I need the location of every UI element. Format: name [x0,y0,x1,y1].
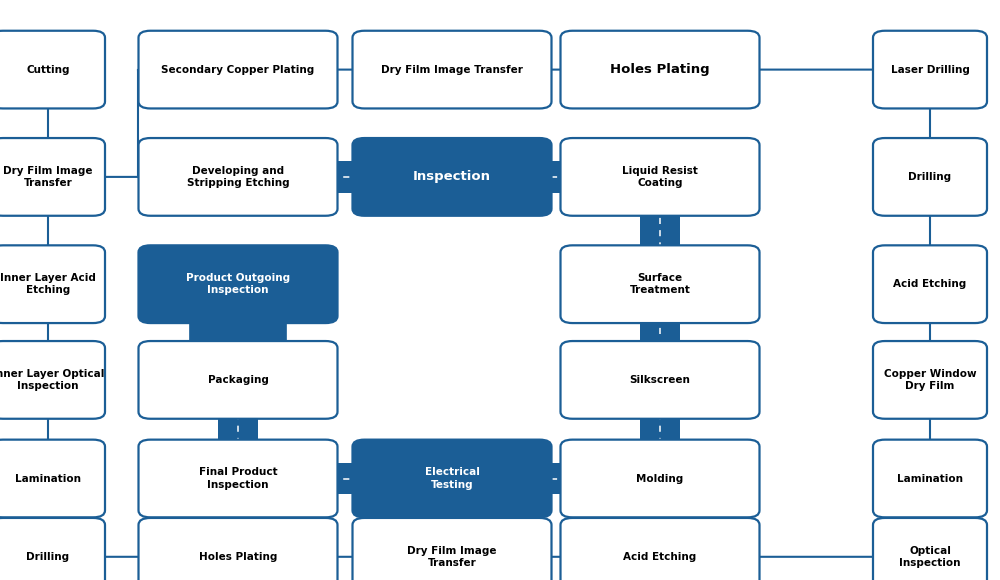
Text: Dry Film Image
Transfer: Dry Film Image Transfer [3,166,93,188]
FancyBboxPatch shape [138,341,337,419]
FancyBboxPatch shape [873,341,987,419]
FancyBboxPatch shape [560,518,760,580]
Text: Laser Drilling: Laser Drilling [891,64,969,75]
FancyBboxPatch shape [873,31,987,108]
FancyBboxPatch shape [0,440,105,517]
Text: Optical
Inspection: Optical Inspection [899,546,961,568]
FancyBboxPatch shape [873,518,987,580]
Text: Electrical
Testing: Electrical Testing [425,467,479,490]
FancyBboxPatch shape [560,440,760,517]
Text: Dry Film Image Transfer: Dry Film Image Transfer [381,64,523,75]
FancyBboxPatch shape [0,138,105,216]
Text: Holes Plating: Holes Plating [610,63,710,76]
Text: Product Outgoing
Inspection: Product Outgoing Inspection [186,273,290,295]
FancyBboxPatch shape [560,341,760,419]
Text: Holes Plating: Holes Plating [199,552,277,562]
Text: Developing and
Stripping Etching: Developing and Stripping Etching [187,166,289,188]
Bar [326,161,748,193]
Text: Molding: Molding [636,473,684,484]
FancyBboxPatch shape [873,440,987,517]
Text: Silkscreen: Silkscreen [630,375,690,385]
FancyBboxPatch shape [0,341,105,419]
Text: Acid Etching: Acid Etching [893,279,967,289]
Text: Inner Layer Optical
Inspection: Inner Layer Optical Inspection [0,369,104,391]
FancyBboxPatch shape [0,245,105,323]
Bar [326,463,748,494]
Text: Copper Window
Dry Film: Copper Window Dry Film [884,369,976,391]
FancyBboxPatch shape [138,518,337,580]
FancyBboxPatch shape [873,138,987,216]
Polygon shape [190,296,286,348]
Text: Surface
Treatment: Surface Treatment [630,273,690,295]
Text: Drilling: Drilling [26,552,70,562]
Text: Packaging: Packaging [208,375,268,385]
Text: Liquid Resist
Coating: Liquid Resist Coating [622,166,698,188]
Text: Secondary Copper Plating: Secondary Copper Plating [161,64,315,75]
Text: Acid Etching: Acid Etching [623,552,697,562]
FancyBboxPatch shape [353,138,552,216]
FancyBboxPatch shape [138,440,337,517]
FancyBboxPatch shape [353,440,552,517]
Text: Cutting: Cutting [26,64,70,75]
FancyBboxPatch shape [138,138,337,216]
FancyBboxPatch shape [138,31,337,108]
FancyBboxPatch shape [0,31,105,108]
Text: Lamination: Lamination [15,473,81,484]
FancyBboxPatch shape [353,31,552,108]
FancyBboxPatch shape [138,245,337,323]
FancyBboxPatch shape [560,138,760,216]
Text: Final Product
Inspection: Final Product Inspection [199,467,277,490]
Text: Inner Layer Acid
Etching: Inner Layer Acid Etching [0,273,96,295]
Bar [640,209,680,447]
Text: Lamination: Lamination [897,473,963,484]
Text: Dry Film Image
Transfer: Dry Film Image Transfer [407,546,497,568]
FancyBboxPatch shape [353,518,552,580]
Text: Drilling: Drilling [908,172,952,182]
FancyBboxPatch shape [560,245,760,323]
FancyBboxPatch shape [560,31,760,108]
FancyBboxPatch shape [873,245,987,323]
FancyBboxPatch shape [0,518,105,580]
Text: Inspection: Inspection [413,171,491,183]
Bar [218,412,258,447]
